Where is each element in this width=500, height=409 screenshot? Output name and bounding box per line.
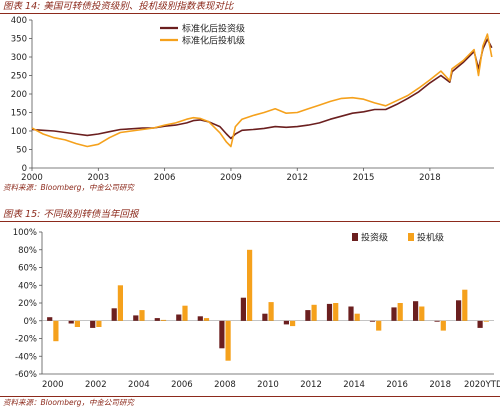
y-tick-label: 300 [11,53,27,63]
y-tick-label: 250 [11,72,27,82]
y-tick-label: 50 [16,146,27,156]
y-tick-label: 80% [18,246,37,256]
x-tick-label: 2012 [300,380,322,390]
bar-investment-grade [133,315,139,321]
bar-investment-grade [262,313,268,321]
x-tick-label: 2018 [419,173,441,181]
bar-speculative-grade [290,320,296,327]
bar-investment-grade [434,320,440,322]
x-tick-label: 2016 [386,380,408,390]
bar-speculative-grade [96,320,102,327]
x-tick-label: 2020YTD [464,380,500,390]
x-tick-label: 2015 [353,173,375,181]
bar-investment-grade [391,307,397,321]
bar-investment-grade [348,306,354,321]
bar-investment-grade [154,318,160,321]
x-tick-label: 2000 [21,173,43,181]
bar-speculative-grade [440,320,446,331]
legend-label: 投资级 [361,232,388,244]
bar-speculative-grade [333,303,339,321]
bar-chart-annual-returns: 100% 80% 60% 40% 20% 0% -20% -40% -60% 2000 2002 20… [13,228,500,390]
legend-swatch [408,233,414,241]
x-tick-label: 2006 [154,173,176,181]
bar-investment-grade [68,320,74,324]
y-tick-label: 100% [13,228,37,238]
y-tick-label: -60% [15,370,37,380]
y-tick-label: 0% [24,317,38,327]
x-tick-label: 2000 [42,380,64,390]
bar-investment-grade [176,314,182,321]
figure-14-title-text: 图表 14: 美国可转债投资级别、投机级别指数表现对比 [3,1,234,12]
x-tick-label: 2010 [257,380,279,390]
bar-speculative-grade [268,302,274,321]
bar-speculative-grade [462,289,468,321]
bar-investment-grade [240,297,246,321]
bar-investment-grade [413,301,419,321]
figure-15-source: 资料来源：Bloomberg，中金公司研究 [0,396,500,408]
bar-investment-grade [197,316,203,321]
bar-speculative-grade [160,319,167,321]
y-tick-label: 150 [11,109,27,119]
x-tick-label: 2002 [85,380,107,390]
x-tick-label: 2008 [214,380,236,390]
bar-speculative-grade [74,320,80,327]
bar-speculative-grade [419,306,425,321]
x-tick-label: 2004 [128,380,150,390]
y-tick-label: 60% [18,264,37,274]
x-tick-label: 2012 [286,173,308,181]
y-tick-label: -20% [15,335,37,345]
x-tick-label: 2018 [429,380,451,390]
x-tick-label: 2006 [171,380,193,390]
bar-investment-grade [456,300,462,321]
bar-investment-grade [305,310,311,321]
figure-15-title-text: 图表 15: 不同级别转债当年回报 [3,209,139,220]
bar-investment-grade [369,320,376,322]
y-tick-label: 0 [22,164,27,174]
bar-speculative-grade [376,320,382,331]
figure-14-source: 资料来源：Bloomberg，中金公司研究 [0,182,500,194]
y-tick-label: 20% [18,299,37,309]
x-tick-label: 2014 [343,380,365,390]
y-tick-label: 200 [11,90,27,100]
bar-investment-grade [283,320,289,325]
y-tick-label: 100 [11,127,27,137]
bar-speculative-grade [247,249,253,321]
bar-investment-grade [47,317,53,321]
figure-14-source-text: 资料来源：Bloomberg，中金公司研究 [3,183,134,192]
bar-investment-grade [90,320,96,328]
bar-investment-grade [477,320,483,328]
legend-label: 标准化后投资级 [182,23,245,35]
x-tick-label: 2009 [220,173,242,181]
bar-investment-grade [111,308,117,321]
figure-15-source-text: 资料来源：Bloomberg，中金公司研究 [3,398,134,407]
series-line-speculative-grade [31,33,493,148]
series-line-investment-grade [31,38,493,140]
figure-15-title: 图表 15: 不同级别转债当年回报 [0,208,500,222]
figure-14-title: 图表 14: 美国可转债投资级别、投机级别指数表现对比 [0,0,500,14]
legend-label: 标准化后投机级 [182,35,245,47]
bar-speculative-grade [483,320,489,322]
bar-speculative-grade [139,310,145,321]
bar-investment-grade [219,320,225,349]
bar-investment-grade [326,303,333,321]
y-tick-label: 350 [11,35,27,45]
y-tick-label: 40% [18,281,37,291]
x-tick-label: 2003 [87,173,109,181]
y-tick-label: -40% [15,352,37,362]
bar-speculative-grade [354,313,360,321]
bar-speculative-grade [182,305,188,321]
y-tick-label: 400 [11,16,27,26]
legend-swatch [352,233,358,241]
line-chart-index-performance: 0 50 100 150 200 250 300 350 400 2000 2003 2006 2009… [11,16,494,181]
bar-speculative-grade [397,303,403,321]
legend-label: 投机级 [417,232,444,244]
bar-speculative-grade [53,320,59,342]
bar-speculative-grade [225,320,231,361]
bar-speculative-grade [117,285,123,321]
bar-speculative-grade [311,304,317,321]
bar-speculative-grade [203,318,210,321]
